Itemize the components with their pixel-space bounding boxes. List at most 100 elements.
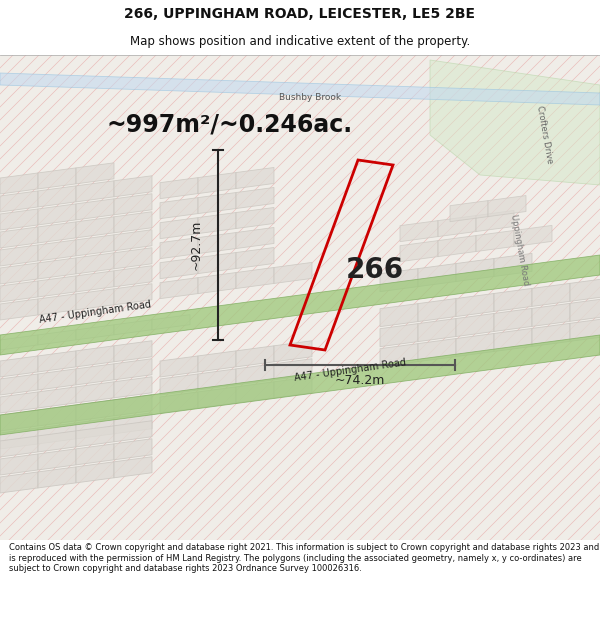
Text: Crofters Drive: Crofters Drive — [535, 105, 554, 165]
Polygon shape — [236, 208, 274, 229]
Polygon shape — [76, 181, 114, 202]
Polygon shape — [114, 439, 152, 460]
Polygon shape — [0, 335, 38, 350]
Polygon shape — [476, 211, 514, 231]
Polygon shape — [0, 209, 38, 230]
Polygon shape — [38, 276, 76, 297]
Polygon shape — [418, 319, 456, 342]
Polygon shape — [236, 364, 274, 385]
Polygon shape — [0, 374, 38, 395]
Polygon shape — [160, 356, 198, 377]
Polygon shape — [0, 436, 38, 457]
Polygon shape — [274, 262, 312, 284]
Polygon shape — [114, 320, 152, 335]
Polygon shape — [274, 359, 312, 380]
Polygon shape — [0, 245, 38, 266]
Polygon shape — [76, 346, 114, 367]
Polygon shape — [160, 258, 198, 279]
Polygon shape — [38, 431, 76, 452]
Polygon shape — [274, 341, 312, 362]
Polygon shape — [38, 449, 76, 470]
Polygon shape — [0, 263, 38, 284]
Polygon shape — [76, 289, 114, 310]
Polygon shape — [0, 392, 38, 413]
Polygon shape — [236, 248, 274, 269]
Polygon shape — [76, 364, 114, 385]
Polygon shape — [494, 253, 532, 276]
Polygon shape — [114, 176, 152, 197]
Polygon shape — [76, 235, 114, 256]
Text: ~997m²/~0.246ac.: ~997m²/~0.246ac. — [107, 113, 353, 137]
Polygon shape — [494, 308, 532, 331]
Polygon shape — [198, 387, 236, 408]
Polygon shape — [76, 253, 114, 274]
Polygon shape — [76, 217, 114, 238]
Polygon shape — [160, 374, 198, 395]
Polygon shape — [198, 192, 236, 214]
Polygon shape — [38, 387, 76, 408]
Polygon shape — [400, 241, 438, 262]
Polygon shape — [0, 356, 38, 377]
Polygon shape — [114, 230, 152, 251]
Polygon shape — [38, 222, 76, 243]
Polygon shape — [160, 392, 198, 413]
Polygon shape — [456, 314, 494, 336]
Polygon shape — [38, 369, 76, 390]
Text: 266: 266 — [346, 256, 404, 284]
Polygon shape — [76, 426, 114, 447]
Polygon shape — [114, 248, 152, 269]
Polygon shape — [38, 168, 76, 189]
Polygon shape — [76, 162, 114, 184]
Polygon shape — [198, 272, 236, 294]
Polygon shape — [198, 232, 236, 254]
Polygon shape — [0, 472, 38, 493]
Polygon shape — [274, 377, 312, 398]
Polygon shape — [236, 188, 274, 209]
Polygon shape — [38, 204, 76, 225]
Polygon shape — [438, 236, 476, 257]
Polygon shape — [114, 412, 152, 434]
Polygon shape — [76, 325, 114, 340]
Polygon shape — [114, 421, 152, 442]
Polygon shape — [380, 344, 418, 367]
Polygon shape — [488, 196, 526, 217]
Polygon shape — [236, 382, 274, 403]
Polygon shape — [114, 395, 152, 416]
Polygon shape — [0, 173, 38, 194]
Polygon shape — [76, 271, 114, 292]
Polygon shape — [114, 341, 152, 362]
Polygon shape — [380, 304, 418, 327]
Text: ~74.2m: ~74.2m — [335, 374, 385, 388]
Polygon shape — [418, 264, 456, 287]
Polygon shape — [0, 281, 38, 302]
Polygon shape — [114, 212, 152, 232]
Polygon shape — [456, 259, 494, 281]
Polygon shape — [532, 283, 570, 306]
Text: 266, UPPINGHAM ROAD, LEICESTER, LE5 2BE: 266, UPPINGHAM ROAD, LEICESTER, LE5 2BE — [125, 7, 476, 21]
Text: Contains OS data © Crown copyright and database right 2021. This information is : Contains OS data © Crown copyright and d… — [9, 543, 599, 573]
Polygon shape — [0, 73, 600, 105]
Polygon shape — [198, 173, 236, 194]
Text: A47 - Uppingham Road: A47 - Uppingham Road — [38, 299, 152, 325]
Polygon shape — [494, 328, 532, 351]
Polygon shape — [198, 253, 236, 274]
Polygon shape — [114, 359, 152, 380]
Polygon shape — [456, 294, 494, 316]
Polygon shape — [0, 255, 600, 355]
Polygon shape — [114, 266, 152, 287]
Polygon shape — [0, 428, 38, 449]
Polygon shape — [76, 199, 114, 220]
Polygon shape — [38, 467, 76, 488]
Polygon shape — [236, 346, 274, 367]
Polygon shape — [418, 299, 456, 322]
Polygon shape — [38, 423, 76, 444]
Polygon shape — [532, 303, 570, 326]
Polygon shape — [198, 351, 236, 372]
Polygon shape — [160, 177, 198, 199]
Polygon shape — [76, 382, 114, 403]
Polygon shape — [114, 457, 152, 478]
Polygon shape — [38, 330, 76, 345]
Polygon shape — [0, 191, 38, 212]
Polygon shape — [38, 258, 76, 279]
Polygon shape — [476, 231, 514, 251]
